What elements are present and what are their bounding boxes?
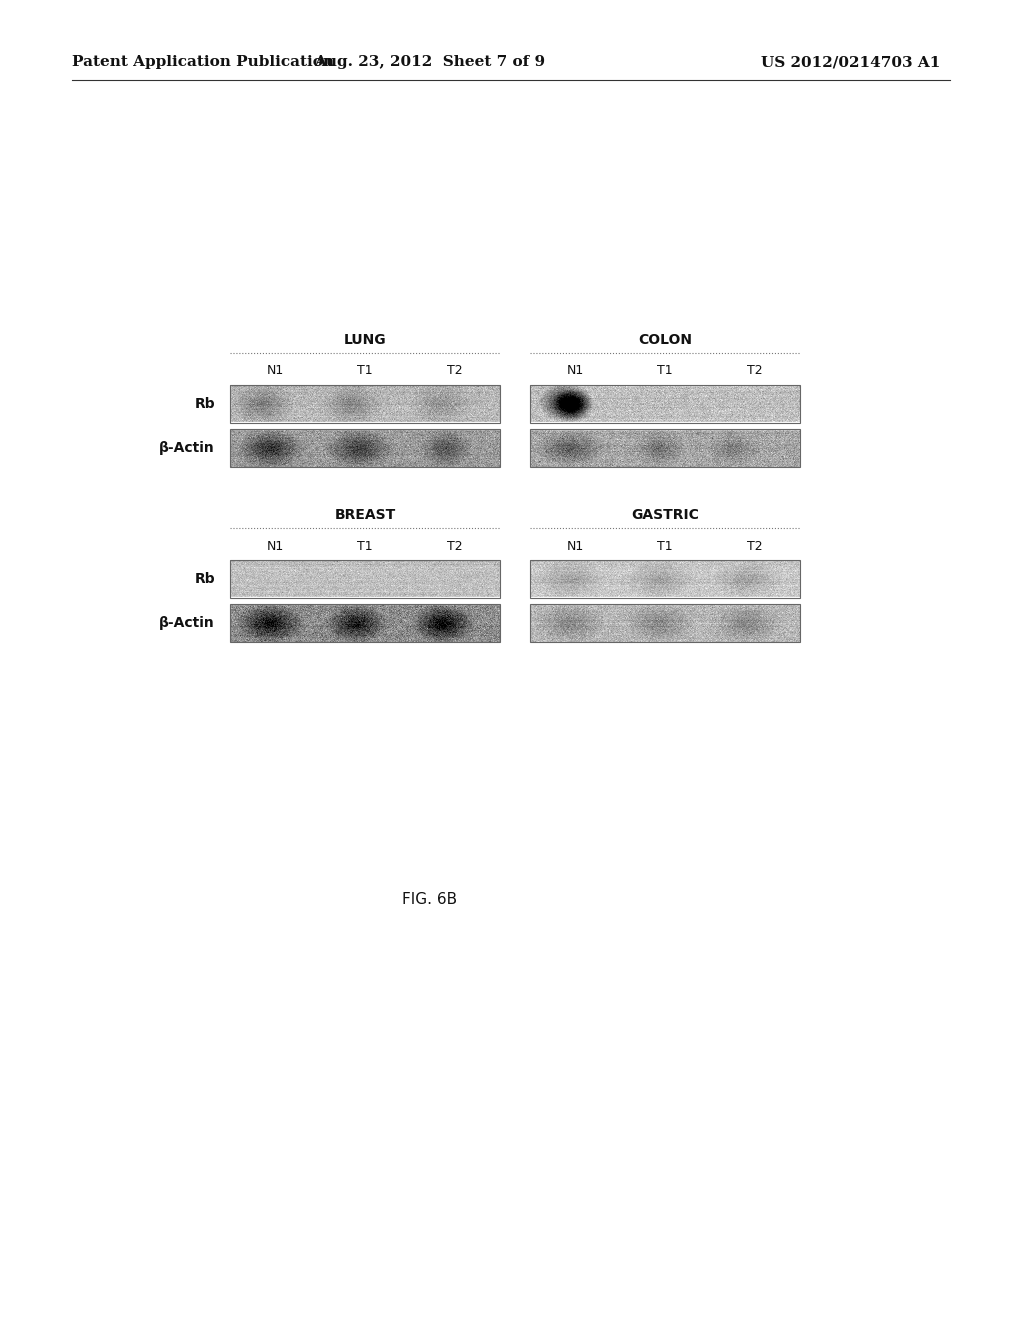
Text: GASTRIC: GASTRIC — [631, 508, 699, 521]
Text: T1: T1 — [657, 540, 673, 553]
Text: N1: N1 — [266, 364, 284, 378]
Text: T1: T1 — [357, 364, 373, 378]
Bar — [230, 560, 500, 598]
Text: LUNG: LUNG — [344, 333, 386, 347]
Text: BREAST: BREAST — [335, 508, 395, 521]
Bar — [230, 429, 500, 467]
Text: T1: T1 — [357, 540, 373, 553]
Text: T1: T1 — [657, 364, 673, 378]
Text: Aug. 23, 2012  Sheet 7 of 9: Aug. 23, 2012 Sheet 7 of 9 — [314, 55, 546, 69]
Bar — [530, 560, 800, 598]
Bar — [230, 385, 500, 422]
Text: FIG. 6B: FIG. 6B — [402, 892, 458, 908]
Text: N1: N1 — [566, 364, 584, 378]
Text: US 2012/0214703 A1: US 2012/0214703 A1 — [761, 55, 940, 69]
Text: β-Actin: β-Actin — [160, 616, 215, 630]
Text: β-Actin: β-Actin — [160, 441, 215, 455]
Text: T2: T2 — [748, 364, 763, 378]
Text: N1: N1 — [566, 540, 584, 553]
Text: Rb: Rb — [195, 397, 215, 411]
Text: T2: T2 — [748, 540, 763, 553]
Text: T2: T2 — [447, 540, 463, 553]
Text: Rb: Rb — [195, 572, 215, 586]
Bar — [530, 429, 800, 467]
Bar — [230, 605, 500, 642]
Text: T2: T2 — [447, 364, 463, 378]
Text: Patent Application Publication: Patent Application Publication — [72, 55, 334, 69]
Bar — [530, 385, 800, 422]
Text: N1: N1 — [266, 540, 284, 553]
Bar — [530, 605, 800, 642]
Text: COLON: COLON — [638, 333, 692, 347]
